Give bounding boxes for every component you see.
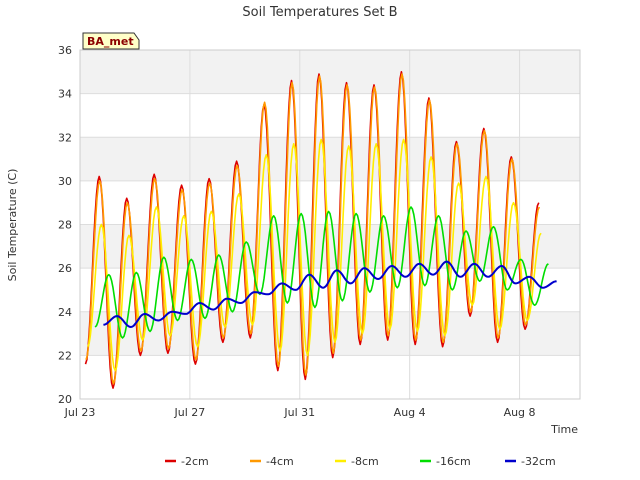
station-tag-label: BA_met xyxy=(87,35,134,48)
series-line-8cmcm xyxy=(86,138,542,372)
y-tick-label: 28 xyxy=(58,219,72,232)
legend-entry: -8cm xyxy=(351,455,379,468)
plot-band xyxy=(80,137,580,181)
legend: -2cm -4cm -8cm -16cm -32cm xyxy=(165,455,556,468)
x-axis-label: Time xyxy=(550,423,578,436)
chart-title: Soil Temperatures Set B xyxy=(242,5,397,20)
legend-entry: -32cm xyxy=(521,455,556,468)
y-tick-label: 24 xyxy=(58,306,72,319)
legend-entry: -4cm xyxy=(266,455,294,468)
plot-band xyxy=(80,180,580,225)
plot-band xyxy=(80,50,580,94)
y-tick-labels: 20 22 24 26 28 30 32 34 36 xyxy=(58,44,72,406)
station-tag: BA_met xyxy=(82,32,140,50)
x-tick-label: Aug 4 xyxy=(394,406,426,419)
plot-band xyxy=(80,93,580,138)
x-tick-label: Jul 31 xyxy=(283,406,315,419)
x-tick-labels: Jul 23 Jul 27 Jul 31 Aug 4 Aug 8 xyxy=(64,406,536,419)
series-lines xyxy=(84,71,557,389)
y-axis-label: Soil Temperature (C) xyxy=(6,169,19,282)
legend-entry: -16cm xyxy=(436,455,471,468)
y-tick-label: 20 xyxy=(58,393,72,406)
y-tick-label: 30 xyxy=(58,175,72,188)
series-line-32cmcm xyxy=(103,260,557,328)
y-tick-label: 22 xyxy=(58,349,72,362)
x-tick-label: Aug 8 xyxy=(504,406,536,419)
plot-band xyxy=(80,355,580,399)
x-tick-label: Jul 23 xyxy=(64,406,96,419)
y-tick-label: 34 xyxy=(58,88,72,101)
legend-entry: -2cm xyxy=(181,455,209,468)
plot-frame xyxy=(79,49,581,400)
series-line-16cmcm xyxy=(94,206,549,339)
y-tick-label: 26 xyxy=(58,262,72,275)
station-tag-box xyxy=(82,32,140,50)
y-tick-label: 36 xyxy=(58,44,72,57)
y-tick-label: 32 xyxy=(58,131,72,144)
x-tick-label: Jul 27 xyxy=(174,406,206,419)
